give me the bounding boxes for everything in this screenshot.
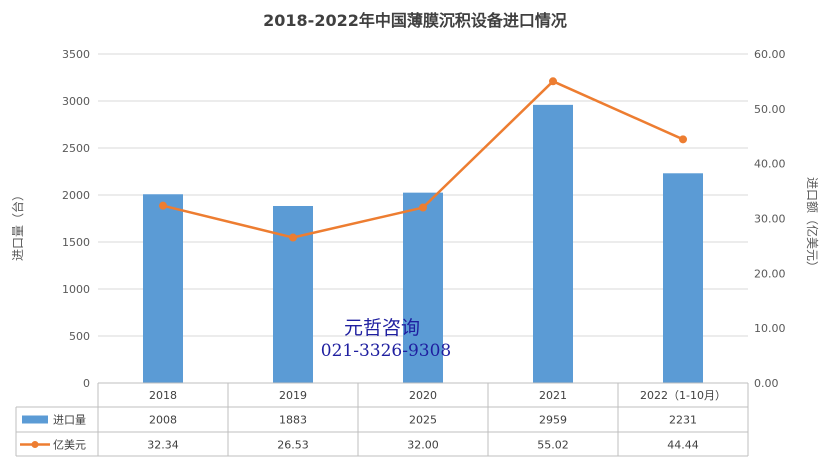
x-tick-label: 2022（1-10月） — [640, 389, 726, 402]
data-label: 44.44 — [667, 439, 699, 452]
line-point — [549, 77, 557, 86]
line-point — [289, 233, 297, 242]
y-tick-label: 2000 — [62, 189, 90, 202]
x-tick-label: 2019 — [279, 389, 307, 402]
y2-tick-label: 60.00 — [754, 48, 786, 61]
bar — [533, 104, 573, 383]
data-label: 2008 — [149, 414, 177, 427]
y-tick-label: 0 — [83, 377, 90, 390]
y-tick-label: 3000 — [62, 95, 90, 108]
data-label: 55.02 — [537, 439, 569, 452]
data-label: 1883 — [279, 414, 307, 427]
y2-tick-label: 50.00 — [754, 103, 786, 116]
y2-axis-label: 进口额（亿美元） — [805, 177, 820, 273]
y-tick-label: 1000 — [62, 283, 90, 296]
data-label: 2959 — [539, 414, 567, 427]
y-axis-ticks: 0 500 1000 1500 2000 2500 3000 3500 — [62, 48, 90, 390]
x-tick-label: 2018 — [149, 389, 177, 402]
data-table: 2018 2019 2020 2021 2022（1-10月） 进口量 2008 1883 20… — [15, 382, 749, 457]
y-tick-label: 1500 — [62, 236, 90, 249]
chart-title: 2018-2022年中国薄膜沉积设备进口情况 — [263, 11, 567, 30]
legend-swatch-bar — [22, 415, 48, 424]
bar — [403, 192, 443, 383]
line-point — [159, 201, 167, 210]
x-tick-label: 2021 — [539, 389, 567, 402]
legend-label: 进口量 — [53, 414, 86, 427]
y-axis-label: 进口量（台） — [10, 189, 25, 261]
data-label: 2231 — [669, 414, 697, 427]
y-tick-label: 500 — [69, 330, 90, 343]
y-tick-label: 2500 — [62, 142, 90, 155]
data-label: 32.00 — [407, 439, 439, 452]
x-tick-label: 2020 — [409, 389, 437, 402]
bar — [273, 205, 313, 383]
legend-label: 亿美元 — [53, 439, 86, 452]
watermark-phone: 021-3326-9308 — [321, 341, 451, 361]
line-point — [679, 135, 687, 144]
line-series — [159, 77, 687, 242]
line-point — [419, 203, 427, 212]
y2-tick-label: 0.00 — [754, 377, 779, 390]
y-tick-label: 3500 — [62, 48, 90, 61]
y2-tick-label: 10.00 — [754, 322, 786, 335]
bar — [143, 194, 183, 383]
y2-tick-label: 40.00 — [754, 158, 786, 171]
y2-tick-label: 20.00 — [754, 267, 786, 280]
y2-axis-ticks: 0.00 10.00 20.00 30.00 40.00 50.00 60.00 — [754, 48, 786, 390]
y2-tick-label: 30.00 — [754, 213, 786, 226]
legend-swatch-marker — [31, 441, 39, 448]
data-label: 26.53 — [277, 439, 309, 452]
data-label: 2025 — [409, 414, 437, 427]
watermark-company: 元哲咨询 — [344, 317, 420, 339]
bar — [663, 173, 703, 383]
data-label: 32.34 — [147, 439, 179, 452]
